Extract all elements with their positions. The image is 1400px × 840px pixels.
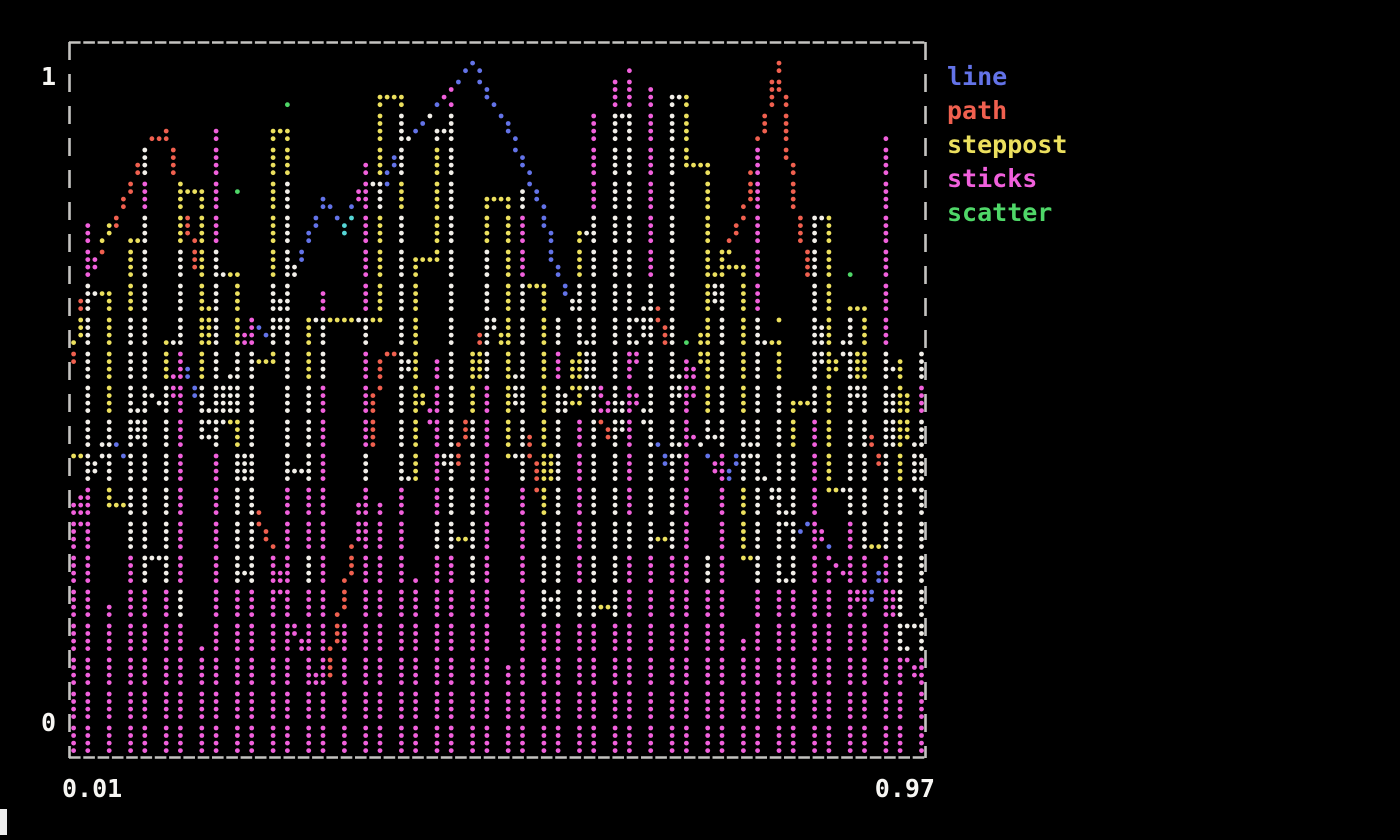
y-axis-label-min: 0 bbox=[40, 708, 56, 737]
legend-label-line: line bbox=[947, 62, 1008, 91]
legend-item-path: path bbox=[947, 94, 1067, 128]
legend-label-scatter: scatter bbox=[947, 198, 1053, 227]
legend-label-path: path bbox=[947, 96, 1008, 125]
legend-item-scatter: scatter bbox=[947, 196, 1067, 230]
legend-item-steppost: steppost bbox=[947, 128, 1067, 162]
legend-item-sticks: sticks bbox=[947, 162, 1067, 196]
y-axis-label-max: 1 bbox=[40, 62, 56, 91]
terminal-cursor-block bbox=[0, 809, 7, 835]
legend: line path steppost sticks scatter bbox=[947, 60, 1067, 230]
x-axis-label-min: 0.01 bbox=[62, 774, 123, 803]
legend-label-sticks: sticks bbox=[947, 164, 1038, 193]
legend-item-line: line bbox=[947, 60, 1067, 94]
x-axis-label-max: 0.97 bbox=[874, 774, 935, 803]
legend-label-steppost: steppost bbox=[947, 130, 1068, 159]
